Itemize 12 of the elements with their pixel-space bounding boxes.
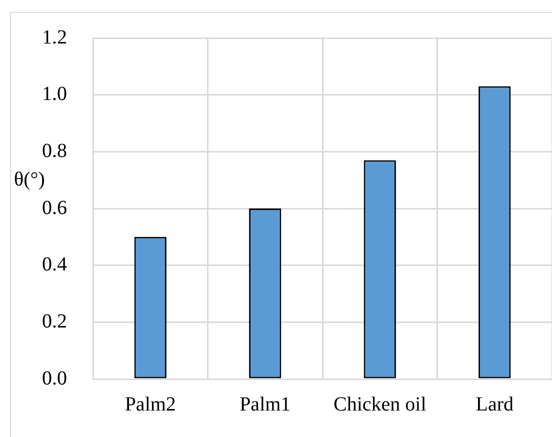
x-tick-label: Chicken oil (333, 393, 427, 416)
x-tick-label: Palm2 (124, 393, 176, 416)
y-tick-label: 1.2 (42, 26, 67, 48)
y-tick-label: 1.0 (42, 83, 67, 106)
y-tick-label: 0.8 (42, 140, 67, 162)
x-tick-label: Palm1 (240, 393, 291, 416)
y-tick-label: 0.6 (42, 196, 67, 219)
y-tick-label: 0.4 (42, 254, 67, 276)
y-tick-label: 0.0 (42, 367, 67, 390)
y-axis-title: θ(°) (14, 168, 45, 190)
x-tick-label: Lard (476, 393, 514, 416)
y-tick-label: 0.2 (42, 310, 67, 332)
